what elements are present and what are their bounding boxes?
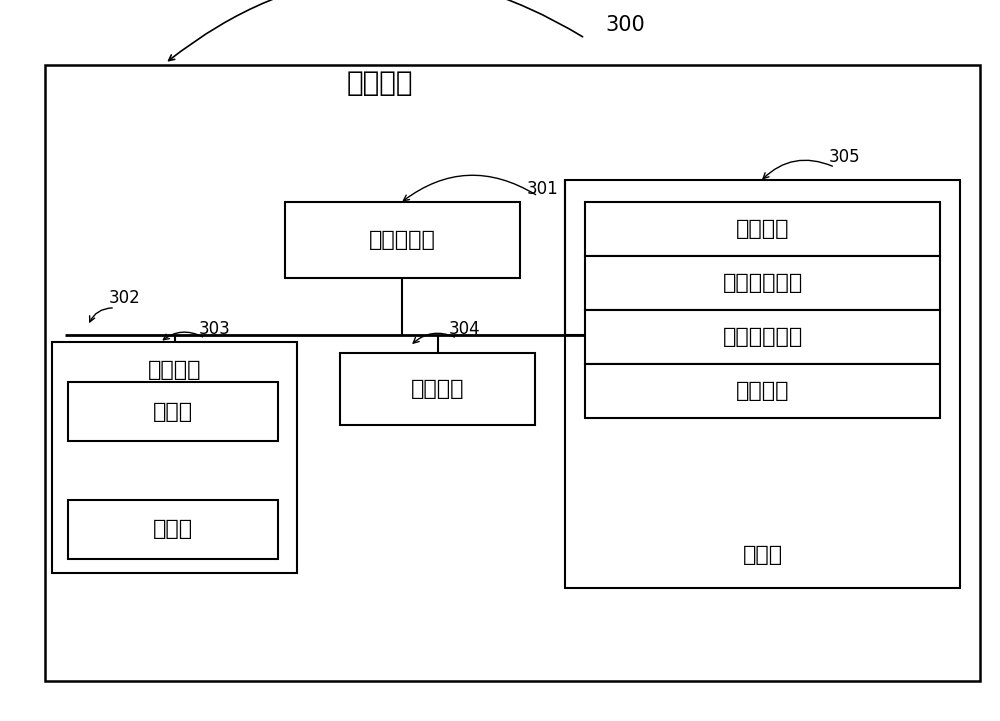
Text: 305: 305 (829, 149, 861, 166)
Text: 304: 304 (449, 321, 481, 338)
Text: 用户接口: 用户接口 (148, 360, 201, 380)
Text: 网络通信模块: 网络通信模块 (722, 273, 803, 293)
Text: 303: 303 (199, 321, 231, 338)
Text: 300: 300 (605, 15, 645, 35)
Bar (68, 500, 278, 559)
Text: 程序指令: 程序指令 (736, 381, 789, 401)
Text: 存储器: 存储器 (742, 545, 783, 565)
Text: 网络接口: 网络接口 (411, 379, 464, 399)
Text: 用户接口模块: 用户接口模块 (722, 327, 803, 347)
Bar (52, 342, 297, 573)
Bar (285, 202, 520, 278)
Text: 301: 301 (527, 180, 559, 198)
Bar (68, 382, 278, 441)
Bar (585, 202, 940, 256)
Text: 摄像头: 摄像头 (153, 402, 193, 422)
Bar (565, 180, 960, 588)
Bar (585, 364, 940, 418)
Bar (585, 256, 940, 310)
Text: 显示屏: 显示屏 (153, 519, 193, 539)
Text: 操作系统: 操作系统 (736, 219, 789, 239)
Bar (340, 353, 535, 425)
Text: 电子设备: 电子设备 (347, 69, 413, 97)
Bar (585, 310, 940, 364)
Text: 302: 302 (109, 289, 141, 306)
Text: 中央处理器: 中央处理器 (369, 230, 436, 249)
Bar (45, 65, 980, 681)
